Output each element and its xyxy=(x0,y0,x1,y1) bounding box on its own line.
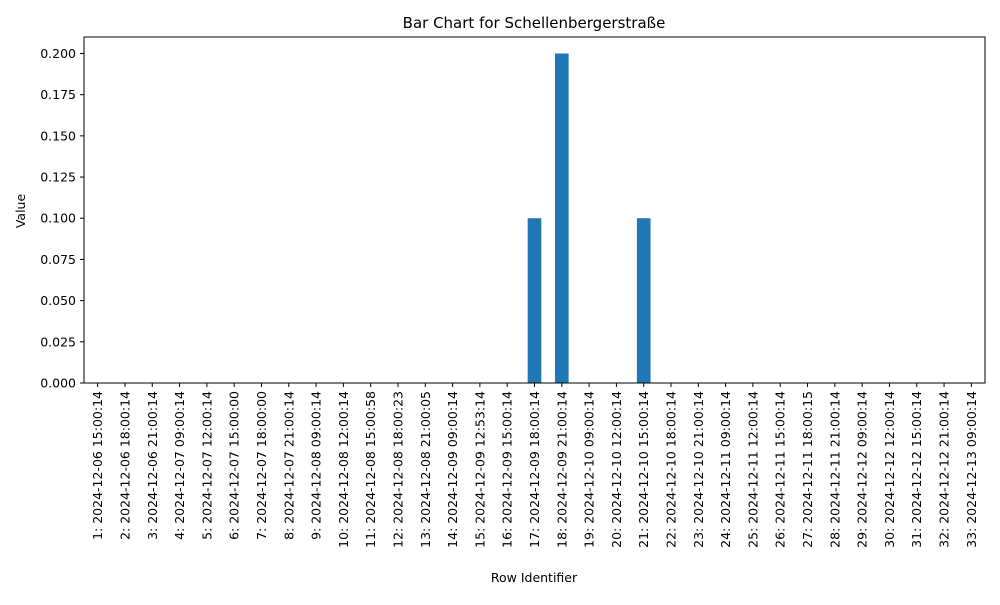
x-tick-label: 1: 2024-12-06 15:00:14 xyxy=(90,391,105,540)
x-tick-label: 7: 2024-12-07 18:00:00 xyxy=(254,391,269,540)
x-tick-label: 24: 2024-12-11 09:00:14 xyxy=(718,391,733,548)
y-tick-label: 0.150 xyxy=(40,128,76,143)
x-ticks-group: 1: 2024-12-06 15:00:14 2: 2024-12-06 18:0… xyxy=(90,383,979,548)
x-tick-label: 8: 2024-12-07 21:00:14 xyxy=(281,391,296,540)
x-tick-label: 31: 2024-12-12 15:00:14 xyxy=(909,391,924,548)
x-tick-label: 11: 2024-12-08 15:00:58 xyxy=(363,391,378,548)
x-tick-label: 25: 2024-12-11 12:00:14 xyxy=(745,391,760,548)
x-tick-label: 26: 2024-12-11 15:00:14 xyxy=(773,391,788,548)
bar-21 xyxy=(636,218,651,383)
x-tick-label: 22: 2024-12-10 18:00:14 xyxy=(664,391,679,548)
x-tick-label: 33: 2024-12-13 09:00:14 xyxy=(964,391,979,548)
x-tick-label: 9: 2024-12-08 09:00:14 xyxy=(309,391,324,540)
y-tick-label: 0.175 xyxy=(40,87,76,102)
plot-area-frame xyxy=(83,36,986,384)
bar-18 xyxy=(554,53,569,383)
y-tick-label: 0.000 xyxy=(40,376,76,391)
y-ticks-group: 0.000 0.025 0.050 0.075 0.100 0.125 0.150 0.175… xyxy=(40,46,84,391)
x-tick-label: 30: 2024-12-12 12:00:14 xyxy=(882,391,897,548)
x-tick-label: 3: 2024-12-06 21:00:14 xyxy=(145,391,160,540)
x-tick-label: 23: 2024-12-10 21:00:14 xyxy=(691,391,706,548)
chart-title: Bar Chart for Schellenbergerstraße xyxy=(403,14,666,32)
bars-group xyxy=(527,53,651,383)
y-tick-label: 0.125 xyxy=(40,170,76,185)
x-tick-label: 21: 2024-12-10 15:00:14 xyxy=(636,391,651,548)
x-tick-label: 27: 2024-12-11 18:00:15 xyxy=(800,391,815,548)
x-tick-label: 19: 2024-12-10 09:00:14 xyxy=(582,391,597,548)
y-tick-label: 0.075 xyxy=(40,252,76,267)
x-tick-label: 5: 2024-12-07 12:00:14 xyxy=(199,391,214,540)
x-tick-label: 18: 2024-12-09 21:00:14 xyxy=(554,391,569,548)
y-tick-label: 0.200 xyxy=(40,46,76,61)
x-tick-label: 17: 2024-12-09 18:00:14 xyxy=(527,391,542,548)
x-axis-label: Row Identifier xyxy=(491,570,578,585)
x-tick-label: 14: 2024-12-09 09:00:14 xyxy=(445,391,460,548)
x-tick-label: 10: 2024-12-08 12:00:14 xyxy=(336,391,351,548)
y-tick-label: 0.100 xyxy=(40,211,76,226)
y-tick-label: 0.025 xyxy=(40,334,76,349)
x-tick-label: 13: 2024-12-08 21:00:05 xyxy=(418,391,433,548)
x-tick-label: 2: 2024-12-06 18:00:14 xyxy=(117,391,132,540)
bar-17 xyxy=(527,218,542,383)
x-tick-label: 28: 2024-12-11 21:00:14 xyxy=(827,391,842,548)
x-tick-label: 16: 2024-12-09 15:00:14 xyxy=(500,391,515,548)
y-tick-label: 0.050 xyxy=(40,293,76,308)
x-tick-label: 32: 2024-12-12 21:00:14 xyxy=(937,391,952,548)
y-axis-label: Value xyxy=(13,194,28,229)
x-tick-label: 4: 2024-12-07 09:00:14 xyxy=(172,391,187,540)
x-tick-label: 29: 2024-12-12 09:00:14 xyxy=(855,391,870,548)
x-tick-label: 6: 2024-12-07 15:00:00 xyxy=(227,391,242,540)
x-tick-label: 15: 2024-12-09 12:53:14 xyxy=(472,391,487,548)
x-tick-label: 20: 2024-12-10 12:00:14 xyxy=(609,391,624,548)
x-tick-label: 12: 2024-12-08 18:00:23 xyxy=(390,391,405,548)
